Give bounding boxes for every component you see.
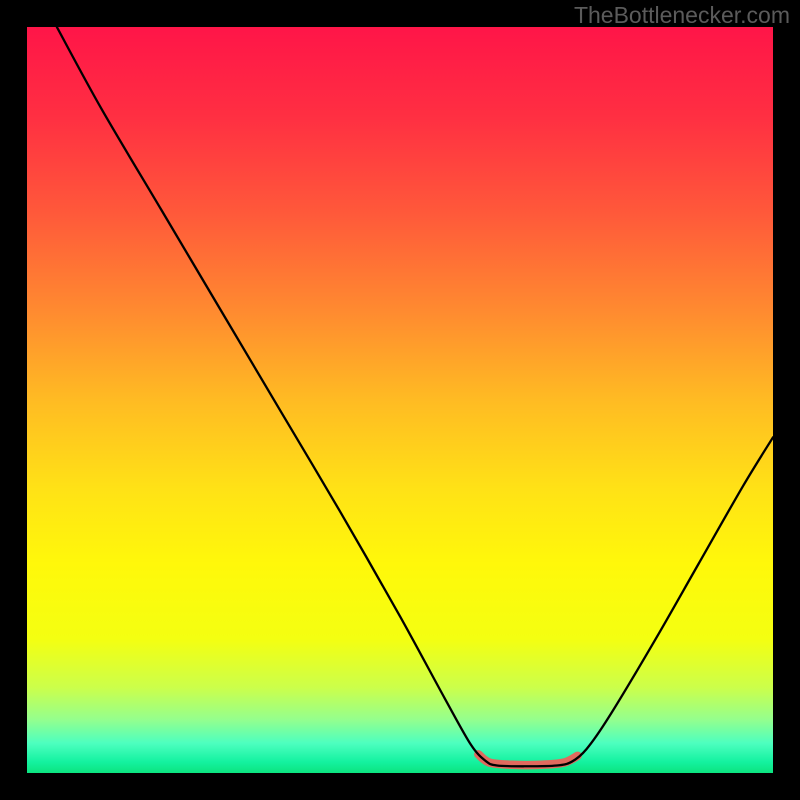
gradient-background: [27, 27, 773, 773]
chart-frame: TheBottlenecker.com: [0, 0, 800, 800]
plot-area: [27, 27, 773, 773]
chart-svg: [27, 27, 773, 773]
watermark-label: TheBottlenecker.com: [574, 2, 790, 29]
